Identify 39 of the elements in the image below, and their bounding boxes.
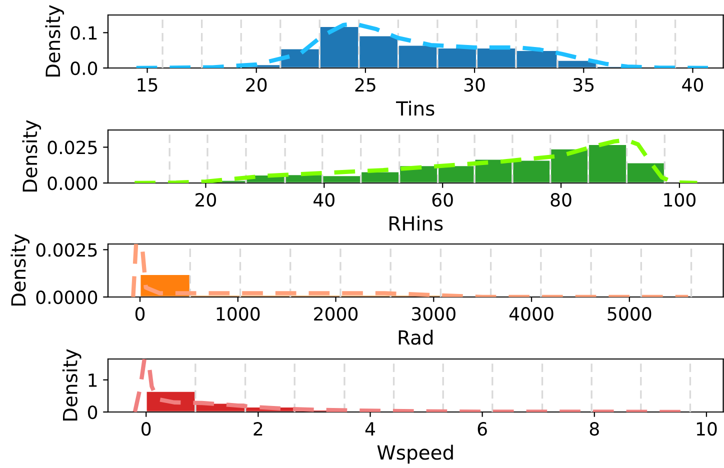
y-tick-label: 0.1 xyxy=(70,26,97,40)
y-tick-label: 0.0025 xyxy=(36,243,97,257)
x-tick-label: 6 xyxy=(478,422,487,436)
y-tick-label: 1 xyxy=(88,374,97,387)
x-tick-label: 30 xyxy=(464,78,485,92)
x-axis-title: Tins xyxy=(396,100,434,116)
y-axis-title: Density xyxy=(10,234,30,306)
x-tick-label: 3000 xyxy=(412,307,456,321)
x-axis-title: Wspeed xyxy=(377,444,453,464)
x-tick-label: 20 xyxy=(246,78,267,92)
x-tick-label: 100 xyxy=(664,193,696,207)
x-tick-label: 10 xyxy=(696,422,717,436)
y-tick-label: 0.0 xyxy=(70,61,98,76)
x-tick-label: 25 xyxy=(355,78,376,92)
x-tick-label: 15 xyxy=(138,78,158,92)
y-tick-label: 0 xyxy=(88,405,98,420)
x-tick-label: 4000 xyxy=(509,307,554,321)
x-tick-label: 2000 xyxy=(314,307,358,321)
x-axis-title: Rad xyxy=(398,330,433,345)
x-tick-label: 5000 xyxy=(608,307,652,321)
y-axis-title: Density xyxy=(45,5,64,77)
y-tick-label: 0.0000 xyxy=(36,290,98,304)
x-tick-label: 20 xyxy=(196,193,216,207)
y-axis-title: Density xyxy=(62,349,82,421)
y-tick-label: 0.000 xyxy=(48,176,98,190)
y-axis-title: Density xyxy=(22,120,42,192)
y-tick-label: 0.025 xyxy=(48,140,97,154)
x-axis-title: RHins xyxy=(390,216,443,231)
x-tick-label: 2 xyxy=(254,422,262,436)
x-tick-label: 0 xyxy=(135,307,145,321)
x-tick-label: 1000 xyxy=(216,307,260,321)
x-tick-label: 8 xyxy=(590,422,599,436)
x-tick-label: 0 xyxy=(142,422,151,436)
x-tick-label: 40 xyxy=(314,193,334,207)
x-tick-label: 4 xyxy=(365,422,375,436)
x-tick-label: 40 xyxy=(682,78,704,92)
x-tick-label: 35 xyxy=(574,78,594,92)
x-tick-label: 80 xyxy=(550,193,572,207)
x-tick-label: 60 xyxy=(432,193,453,207)
